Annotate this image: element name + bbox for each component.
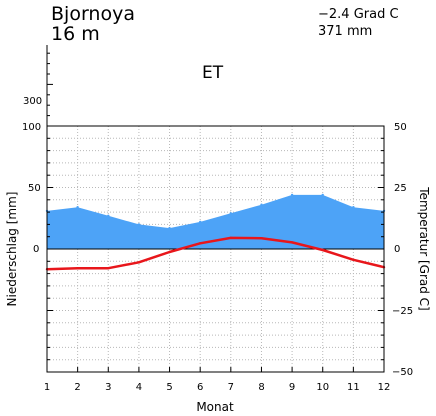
x-tick-label: 12 <box>378 382 391 393</box>
x-tick-label: 9 <box>289 382 295 393</box>
right-axis-label: Temperatur [Grad C] <box>417 186 431 310</box>
mean-temperature: −2.4 Grad C <box>318 7 399 22</box>
temperature-point <box>168 250 171 254</box>
temperature-point <box>352 258 355 261</box>
x-axis-label: Monat <box>196 400 234 414</box>
x-tick-label: 3 <box>105 382 111 393</box>
right-tick-label-25: 25 <box>394 183 407 194</box>
right-tick-label-0: 0 <box>394 244 400 255</box>
precipitation-point <box>352 206 355 209</box>
chart-header: Bjornoya 16 m −2.4 Grad C 371 mm ET <box>51 3 399 83</box>
temperature-point <box>199 242 202 245</box>
precipitation-point <box>290 193 294 197</box>
x-tick-label: 5 <box>166 382 172 393</box>
temperature-point <box>76 267 79 270</box>
precipitation-point <box>321 193 324 197</box>
temperature-point <box>321 248 324 252</box>
temperature-line <box>46 236 385 271</box>
annual-precipitation: 371 mm <box>318 24 372 39</box>
x-tick-labels: 1 2 3 4 5 6 7 8 9 10 11 12 <box>44 382 391 393</box>
x-tick-label: 4 <box>136 382 142 393</box>
precipitation-point <box>137 223 141 226</box>
left-tick-label-50: 50 <box>28 183 41 194</box>
temperature-point <box>107 267 110 270</box>
temperature-point <box>137 261 141 264</box>
x-tick-label: 10 <box>316 382 329 393</box>
right-tick-label-50: 50 <box>394 122 407 133</box>
precipitation-point <box>260 203 263 206</box>
axis-labels: 300 100 50 0 50 25 0 −25 −50 Monat Niede… <box>5 96 431 414</box>
precipitation-area <box>47 194 384 249</box>
left-tick-label-300: 300 <box>23 96 42 107</box>
x-tick-label: 2 <box>74 382 80 393</box>
climate-class: ET <box>202 63 224 83</box>
station-name: Bjornoya <box>51 3 135 25</box>
precipitation-point <box>199 220 202 224</box>
station-elevation: 16 m <box>51 23 100 45</box>
temperature-point <box>290 241 294 244</box>
precipitation-point <box>229 212 232 215</box>
x-tick-label: 11 <box>347 382 360 393</box>
precipitation-point <box>76 206 79 209</box>
x-tick-label: 1 <box>44 382 50 393</box>
precipitation-point <box>168 226 171 230</box>
right-tick-label-minus-50: −50 <box>392 367 413 378</box>
data-points <box>45 193 386 271</box>
temperature-point <box>229 236 232 240</box>
axis-ticks <box>46 52 385 373</box>
x-tick-label: 6 <box>197 382 203 393</box>
left-tick-label-0: 0 <box>33 244 39 255</box>
precipitation-point <box>107 214 110 217</box>
x-tick-label: 8 <box>258 382 264 393</box>
left-axis-label: Niederschlag [mm] <box>5 192 19 307</box>
left-tick-label-100: 100 <box>22 122 41 133</box>
temperature-point <box>260 237 263 240</box>
x-tick-label: 7 <box>228 382 234 393</box>
right-tick-label-minus-25: −25 <box>392 306 413 317</box>
